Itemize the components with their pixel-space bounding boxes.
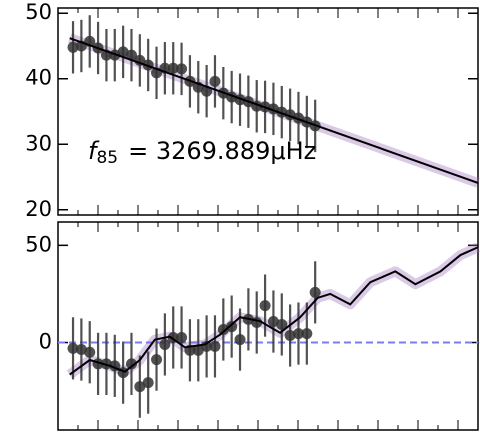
panel-frame	[57, 221, 479, 431]
y-tick-label: 40	[25, 66, 52, 90]
data-point	[226, 321, 238, 333]
data-point	[284, 330, 296, 342]
y-tick-label: 30	[25, 131, 52, 155]
annotation-text: = 3269.889μHz	[128, 137, 316, 165]
panel-frame	[57, 7, 479, 216]
data-point	[67, 41, 79, 53]
data-point	[176, 63, 188, 75]
data-point	[75, 344, 87, 356]
data-point	[117, 46, 129, 58]
data-point	[151, 354, 163, 366]
data-point	[84, 346, 96, 358]
y-tick-label: 50	[25, 0, 52, 24]
model-line	[69, 246, 479, 376]
data-point	[125, 49, 137, 61]
data-point	[301, 328, 313, 340]
data-point	[309, 286, 321, 298]
y-tick-label: 50	[25, 232, 52, 256]
data-point	[134, 381, 146, 393]
model-line	[69, 37, 479, 184]
annotation-subscript: 85	[96, 148, 118, 168]
data-point	[176, 331, 188, 343]
data-point	[167, 62, 179, 74]
data-point	[209, 75, 221, 87]
data-point	[159, 338, 171, 350]
data-point	[209, 340, 221, 352]
y-tick-label: 0	[39, 330, 52, 354]
data-point	[142, 377, 154, 389]
annotation: f85 = 3269.889μHz	[88, 137, 316, 168]
data-point	[276, 318, 288, 330]
data-point	[234, 334, 246, 346]
data-point	[259, 300, 271, 312]
data-point	[267, 316, 279, 328]
data-point	[217, 323, 229, 335]
data-point	[192, 344, 204, 356]
data-point	[292, 328, 304, 340]
y-tick-label: 20	[25, 197, 52, 221]
data-point	[67, 342, 79, 354]
data-point	[125, 358, 137, 370]
